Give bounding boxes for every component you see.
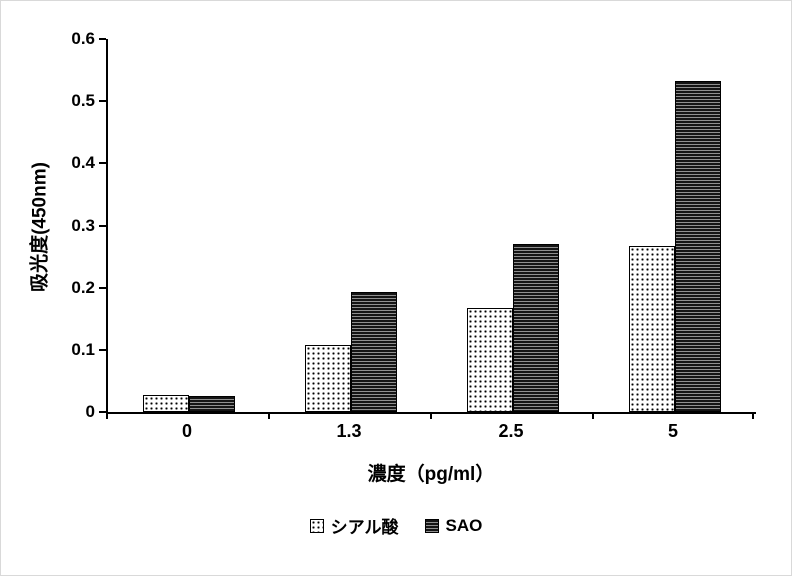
x-tick-label: 1.3 xyxy=(336,421,362,441)
x-tick-mark xyxy=(268,412,270,419)
x-tick-mark xyxy=(752,412,754,419)
y-tick-mark xyxy=(99,38,106,40)
x-tick-label: 2.5 xyxy=(498,421,524,441)
legend-label: シアル酸 xyxy=(330,518,399,537)
bar-s1-c0 xyxy=(189,396,235,412)
bar-s0-c2 xyxy=(467,308,513,412)
y-tick-mark xyxy=(99,100,106,103)
bar-s1-c3 xyxy=(675,80,721,412)
plot-area xyxy=(106,39,756,414)
y-tick-label: 0.3 xyxy=(71,215,95,235)
bar-s1-c1 xyxy=(351,292,397,412)
x-tick-label: 0 xyxy=(181,421,192,441)
y-tick-label: 0.1 xyxy=(71,339,95,359)
x-tick-mark xyxy=(430,412,432,419)
x-tick-mark xyxy=(106,412,108,419)
y-tick-label: 0.4 xyxy=(71,153,95,173)
bar-s0-c1 xyxy=(305,345,351,412)
y-tick-label: 0.5 xyxy=(71,91,95,111)
legend-marker-stripes-icon xyxy=(424,518,439,533)
bar-s0-c0 xyxy=(143,395,189,412)
legend-item: シアル酸 xyxy=(309,513,399,538)
y-tick-label: 0.6 xyxy=(71,29,95,48)
legend: シアル酸 SAO xyxy=(1,513,791,538)
y-tick-label: 0.2 xyxy=(71,277,95,297)
y-tick-mark xyxy=(99,348,106,351)
x-tick-mark xyxy=(592,412,594,419)
legend-item: SAO xyxy=(424,515,483,536)
legend-label: SAO xyxy=(445,515,483,535)
y-tick-label: 0 xyxy=(85,402,95,421)
y-tick-mark xyxy=(99,162,106,165)
x-axis-title: 濃度（pg/ml） xyxy=(367,464,495,485)
y-tick-mark xyxy=(99,224,106,227)
y-tick-mark xyxy=(99,286,106,289)
x-tick-label: 5 xyxy=(667,421,678,441)
bar-s0-c3 xyxy=(629,246,675,412)
y-tick-mark xyxy=(99,411,106,413)
legend-marker-dots-icon xyxy=(309,518,324,533)
bar-s1-c2 xyxy=(513,244,559,412)
